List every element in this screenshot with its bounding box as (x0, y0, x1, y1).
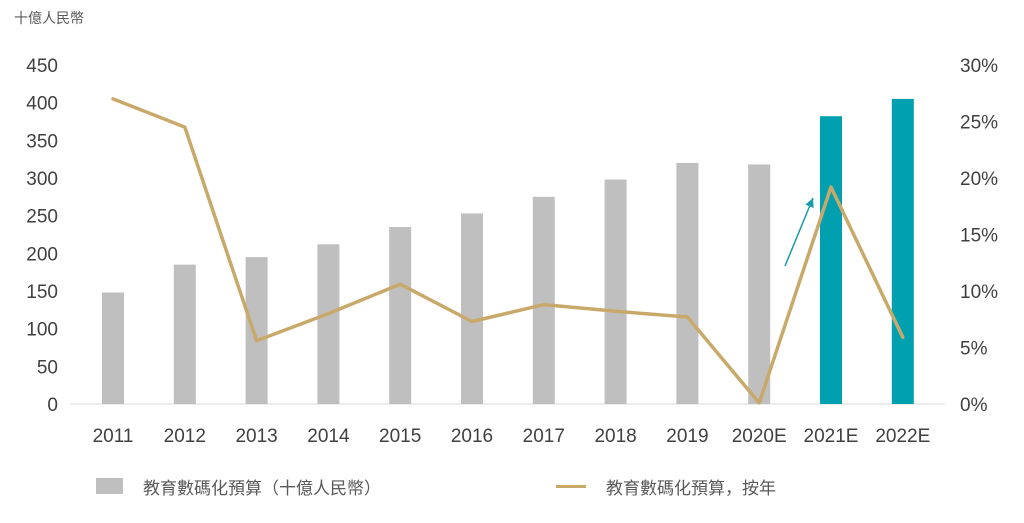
bar (604, 179, 627, 404)
x-axis-tick-label: 2014 (307, 426, 350, 447)
bar-series (102, 98, 914, 405)
right-axis-tick-label: 0% (960, 395, 988, 416)
bar (461, 213, 483, 404)
legend-line-swatch (556, 484, 586, 488)
x-axis-tick-label: 2016 (451, 426, 493, 447)
right-axis-tick-label: 10% (960, 282, 998, 303)
bar (676, 162, 699, 404)
x-axis-tick-label: 2022E (875, 426, 930, 447)
bar (317, 244, 340, 404)
left-axis-tick-label: 100 (26, 320, 58, 341)
y-axis-unit-label: 十億人民幣 (14, 11, 84, 27)
left-axis-tick-label: 300 (26, 169, 58, 190)
left-axis-tick-label: 400 (26, 94, 58, 115)
x-axis-tick-label: 2017 (523, 426, 565, 447)
line-series (111, 97, 905, 405)
x-axis-tick-label: 2021E (804, 426, 859, 447)
trend-annotation (784, 197, 814, 267)
x-axis-tick-label: 2018 (594, 426, 636, 447)
annotation-arrow-shaft (784, 197, 814, 267)
left-axis-tick-label: 0 (47, 395, 58, 416)
left-axis-tick-label: 250 (26, 207, 58, 228)
left-axis-tick-label: 200 (26, 244, 58, 265)
series-line (111, 97, 905, 405)
legend: 教育數碼化預算（十億人民幣） 教育數碼化預算，按年 (0, 472, 1024, 500)
x-axis-ticks: 2011 2012 2013 2014 2015 2016 2017 2018 2019 2020… (93, 426, 931, 447)
left-axis-ticks: 0 50 100 150 200 250 300 350 400 450 (26, 56, 58, 416)
left-axis-tick-label: 150 (26, 282, 58, 303)
right-axis-tick-label: 15% (960, 226, 998, 247)
bar (532, 196, 555, 404)
right-axis-tick-label: 20% (960, 169, 998, 190)
x-axis-tick-label: 2013 (235, 426, 277, 447)
legend-bar-label: 教育數碼化預算（十億人民幣） (143, 478, 381, 499)
right-axis-tick-label: 25% (960, 113, 998, 134)
legend-item-line: 教育數碼化預算，按年 (556, 472, 776, 500)
x-axis-tick-label: 2012 (164, 426, 206, 447)
bar (389, 226, 412, 404)
bar (173, 264, 196, 404)
right-axis-tick-label: 30% (960, 56, 998, 77)
legend-bar-swatch (96, 478, 123, 494)
legend-line-label: 教育數碼化預算，按年 (606, 478, 776, 499)
right-axis-ticks: 0% 5% 10% 15% 20% 25% 30% (960, 56, 998, 416)
left-axis-tick-label: 350 (26, 131, 58, 152)
bar (820, 116, 842, 404)
x-axis-tick-label: 2015 (379, 426, 421, 447)
bar (748, 164, 771, 404)
left-axis-tick-label: 50 (37, 357, 58, 378)
bar (891, 98, 914, 405)
bar (102, 292, 124, 404)
left-axis-tick-label: 450 (26, 56, 58, 77)
x-axis-tick-label: 2011 (93, 426, 134, 447)
legend-item-bar: 教育數碼化預算（十億人民幣） (96, 472, 381, 500)
x-axis-tick-label: 2019 (666, 426, 708, 447)
annotation-arrow-head (805, 198, 814, 208)
x-axis-tick-label: 2020E (732, 426, 787, 447)
right-axis-tick-label: 5% (960, 339, 988, 360)
bar (245, 257, 268, 404)
